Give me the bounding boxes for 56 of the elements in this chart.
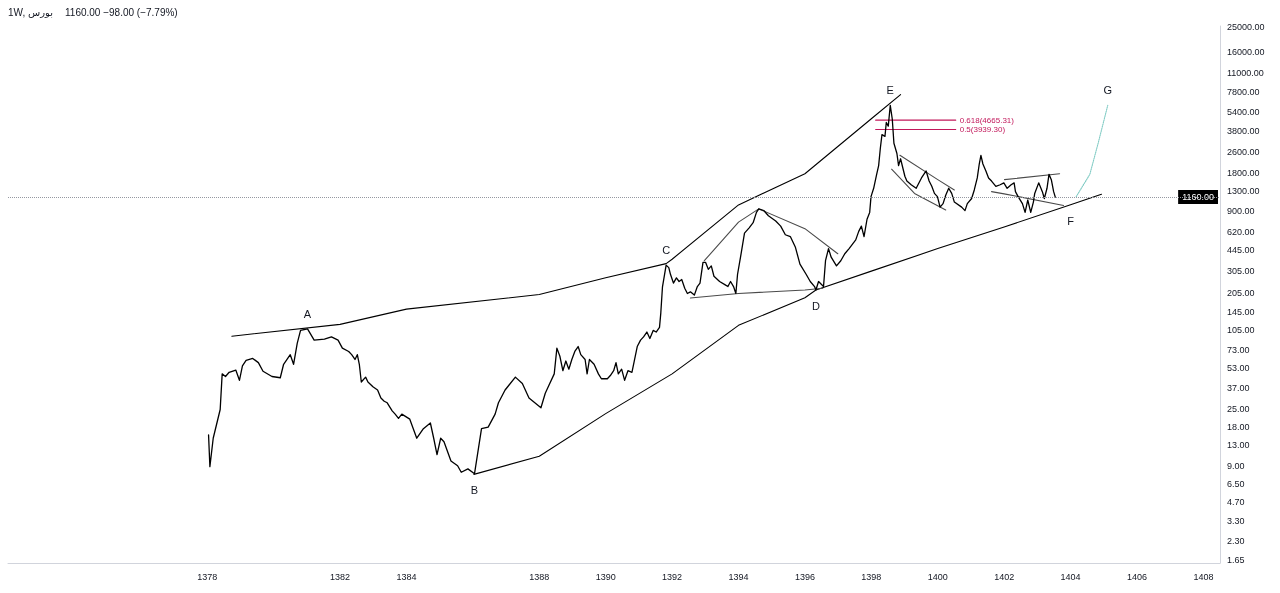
x-tick-label: 1390 [595,571,616,582]
x-tick-label: 1400 [927,571,948,582]
x-tick-label: 1396 [794,571,815,582]
series-label: 0.618(4665.31) [959,115,1015,125]
chart-subtitle: 1160.00 −98.00 (−7.79%) [65,7,178,18]
annotation: A [303,307,312,320]
y-tick-label: 3800.00 [1227,126,1260,137]
x-tick-label: 1402 [994,571,1015,582]
x-tick-label: 1392 [662,571,683,582]
y-tick-label: 18.00 [1227,422,1250,433]
y-tick-label: 25000.00 [1227,22,1265,33]
x-tick-label: 1408 [1193,571,1214,582]
y-tick-label: 1.65 [1227,554,1245,565]
y-tick-label: 105.00 [1227,324,1255,335]
annotation: G [1103,84,1113,97]
x-tick-label: 1406 [1126,571,1147,582]
x-tick-label: 1384 [396,571,417,582]
y-tick-label: 73.00 [1227,345,1250,355]
y-tick-label: 445.00 [1227,245,1255,256]
y-tick-label: 1300.00 [1227,185,1260,196]
chart-title: 1W, بورس [8,7,54,18]
y-tick-label: 11000.00 [1227,67,1264,78]
y-tick-label: 53.00 [1227,362,1250,373]
x-tick-label: 1378 [197,571,218,582]
y-tick-label: 7800.00 [1227,86,1260,97]
y-tick-label: 305.00 [1227,265,1255,276]
y-tick-label: 205.00 [1227,287,1255,298]
annotation: B [470,483,479,496]
x-tick-label: 1404 [1060,571,1081,582]
y-tick-label: 16000.00 [1227,46,1265,57]
y-tick-label: 37.00 [1227,382,1250,393]
y-tick-label: 900.00 [1227,206,1255,217]
y-tick-label: 13.00 [1227,440,1250,451]
y-tick-label: 620.00 [1227,226,1255,237]
x-tick-label: 1382 [330,571,351,582]
y-tick-label: 6.50 [1227,478,1245,489]
x-tick-label: 1398 [861,571,882,582]
x-tick-label: 1394 [728,571,749,582]
y-tick-label: 2600.00 [1227,147,1260,158]
series-label: 0.5(3939.30) [959,124,1006,134]
line-series [689,287,824,299]
annotation: C [662,244,671,257]
y-tick-label: 145.00 [1227,307,1255,318]
y-tick-label: 5400.00 [1227,107,1260,118]
y-tick-label: 9.00 [1227,460,1245,471]
y-tick-label: 1800.00 [1227,167,1260,178]
x-tick-label: 1388 [529,571,550,582]
line-series [1075,104,1109,198]
annotation: E [886,84,894,97]
y-tick-label: 25.00 [1227,404,1250,415]
annotation: D [811,300,820,313]
line-series [703,208,839,262]
y-tick-label: 3.30 [1227,516,1245,527]
y-tick-label: 2.30 [1227,536,1245,547]
annotation: F [1067,214,1075,227]
y-tick-label: 4.70 [1227,496,1245,507]
